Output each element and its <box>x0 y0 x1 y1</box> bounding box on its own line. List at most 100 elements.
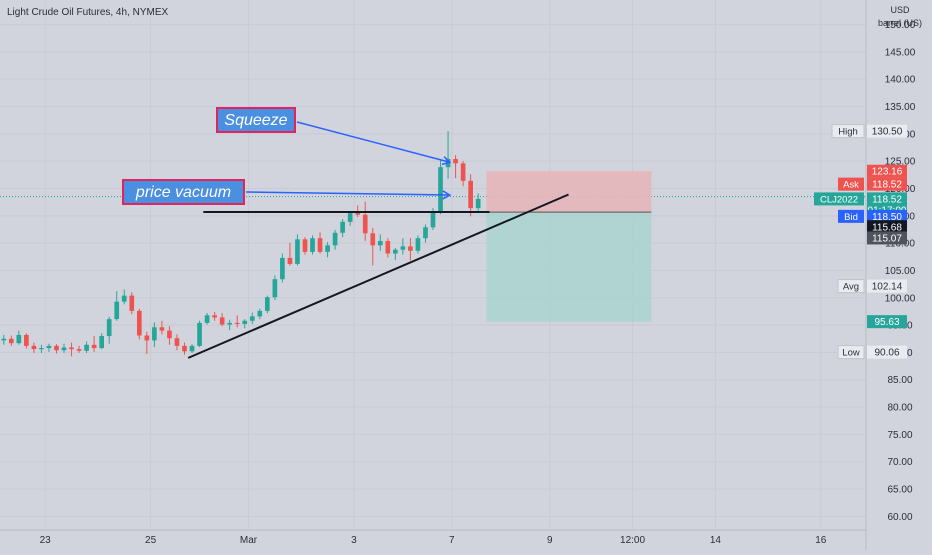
candle-body <box>453 159 458 164</box>
candle-body <box>1 338 7 341</box>
candle-body <box>302 239 308 252</box>
candle-body <box>408 246 413 251</box>
candle-body <box>197 322 202 346</box>
price-label-box <box>867 220 907 234</box>
position-zones[interactable] <box>486 171 652 322</box>
time-tick-label: 14 <box>710 535 722 546</box>
candle-body <box>400 246 406 250</box>
price-tick-label: 140.00 <box>885 75 916 86</box>
candle-body <box>287 257 293 264</box>
candle-body <box>310 238 315 252</box>
price-label-box <box>867 345 907 359</box>
candle-body <box>264 297 270 311</box>
price-label-value: 118.50 <box>872 212 902 223</box>
candle-body <box>272 279 278 298</box>
time-tick-label: Mar <box>240 535 258 546</box>
price-tick-label: 80.00 <box>887 403 912 414</box>
candle-body <box>317 238 323 252</box>
candle-body <box>152 327 157 341</box>
candle-body <box>84 344 89 351</box>
callout-box[interactable] <box>122 179 245 205</box>
price-label-value: 95.63 <box>874 317 899 328</box>
candle-body <box>8 338 14 344</box>
candle-body <box>475 198 481 209</box>
candle-body <box>227 322 233 325</box>
candle-body <box>212 315 217 318</box>
candle-body <box>69 347 74 350</box>
candles <box>1 131 481 357</box>
price-label-name: Bid <box>844 212 858 223</box>
candle-body <box>280 257 285 280</box>
candle-body <box>423 227 428 239</box>
time-axis[interactable]: 23 25 Mar 3 7 9 12:00 14 16 <box>0 529 866 546</box>
price-label-value: 130.50 <box>872 127 903 138</box>
time-tick-label: 23 <box>40 535 52 546</box>
price-tick-label: 65.00 <box>887 485 912 496</box>
candle-body <box>106 319 112 337</box>
candle-body <box>370 233 376 246</box>
take-profit-zone[interactable] <box>486 212 652 322</box>
time-tick-label: 3 <box>351 535 357 546</box>
candle-body <box>182 345 187 352</box>
candle-body <box>460 163 466 181</box>
price-tick-label: 145.00 <box>885 47 916 58</box>
time-tick-label: 12:00 <box>620 535 645 546</box>
candle-body <box>159 327 165 331</box>
price-label-box <box>867 177 907 191</box>
time-tick-label: 25 <box>145 535 157 546</box>
candle-body <box>121 295 127 302</box>
price-axis-currency: USD <box>890 5 910 15</box>
price-tick-label: 75.00 <box>887 430 912 441</box>
price-label-value: 115.68 <box>872 222 902 233</box>
callout-arrow[interactable] <box>245 190 452 200</box>
candle-body <box>295 239 300 264</box>
candle-body <box>144 335 150 341</box>
price-tick-label: 100.00 <box>885 293 916 304</box>
candle-body <box>325 245 330 252</box>
candle-body <box>468 180 473 209</box>
price-label-name: Low <box>842 348 860 359</box>
price-axis-unit: barrel (US) <box>878 18 922 28</box>
callout-text: Squeeze <box>224 112 287 129</box>
candle-body <box>242 320 248 325</box>
drawings[interactable]: Squeeze price vacuum <box>122 107 569 359</box>
candle-body <box>257 310 263 317</box>
price-label-name-box <box>838 177 864 191</box>
candle-body <box>31 345 37 350</box>
price-label-name-box <box>838 209 864 223</box>
candle-body <box>355 213 361 215</box>
candle-body <box>24 334 29 346</box>
price-label-name: High <box>838 127 858 138</box>
price-tick-label: 105.00 <box>885 266 916 277</box>
ascending-trendline[interactable] <box>187 193 569 359</box>
price-label-box <box>867 164 907 178</box>
candle-body <box>445 159 451 168</box>
price-label-name-box <box>837 345 865 360</box>
price-label-box <box>867 231 907 245</box>
price-label-value: 90.06 <box>874 348 899 359</box>
price-label-value: 115.07 <box>872 233 902 244</box>
candle-body <box>61 347 67 351</box>
stop-loss-zone[interactable] <box>486 171 652 213</box>
candle-body <box>249 316 255 321</box>
price-labels: 130.50High123.16118.52Ask118.5201:17:00C… <box>814 124 907 360</box>
candle-body <box>174 338 180 346</box>
candle-body <box>189 345 195 352</box>
price-label-box <box>867 279 907 293</box>
candle-body <box>129 295 135 311</box>
callout-box[interactable] <box>216 107 296 133</box>
candle-body <box>136 310 142 336</box>
candle-body <box>377 240 383 246</box>
price-tick-label: 150.00 <box>885 20 916 31</box>
callout-arrow[interactable] <box>296 121 452 166</box>
time-tick-label: 16 <box>815 535 827 546</box>
candle-body <box>76 349 82 351</box>
price-label-name: Avg <box>843 282 859 293</box>
price-label-value: 118.52 <box>872 194 902 205</box>
candle-body <box>430 211 436 228</box>
price-label-name-box <box>837 279 865 294</box>
candle-body <box>332 232 338 246</box>
